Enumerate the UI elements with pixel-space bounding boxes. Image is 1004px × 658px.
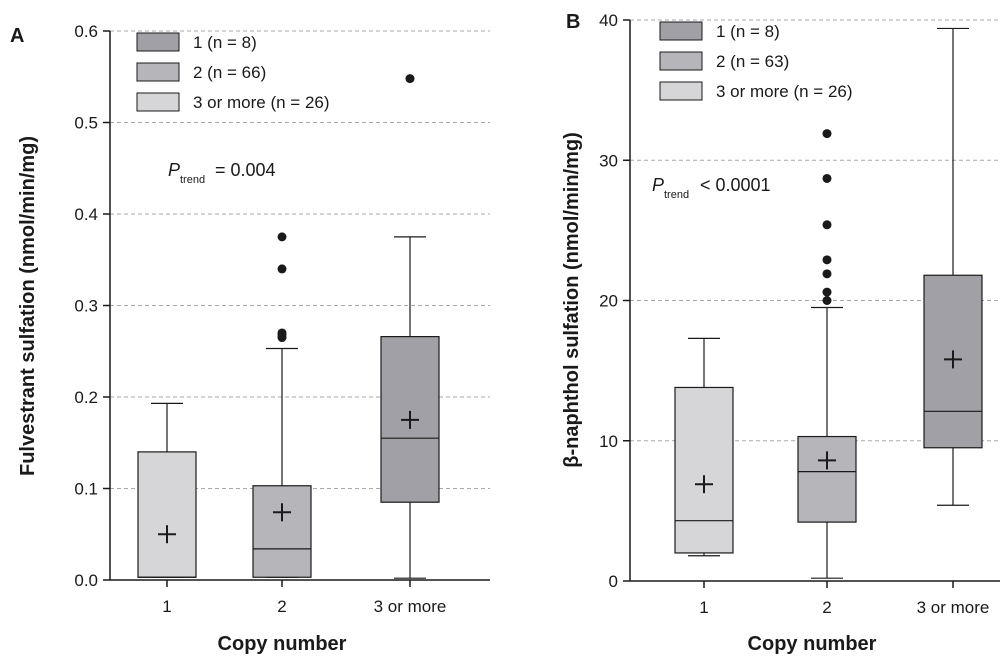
legend-a-swatch-2 <box>136 62 180 82</box>
outlier-point <box>277 264 287 274</box>
x-tick-label: 3 or more <box>374 597 447 616</box>
outlier-point <box>822 269 832 279</box>
panel-b-legend: 1 (n = 8) 2 (n = 63) 3 or more (n = 26) <box>659 21 853 101</box>
panel-b-y-axis-label: β-naphthol sulfation (nmol/min/mg) <box>561 132 583 468</box>
outlier-point <box>405 74 415 84</box>
panel-b-x-ticks: 1 2 3 or more <box>699 581 989 617</box>
panel-a-boxes <box>137 74 440 579</box>
y-tick-label: 0.0 <box>74 571 98 590</box>
panel-a-y-axis-label: Fulvestrant sulfation (nmol/min/mg) <box>17 136 39 476</box>
box-2 <box>797 129 857 579</box>
panel-a-p-subscript: trend <box>180 174 205 186</box>
x-tick-label: 1 <box>162 597 171 616</box>
panel-b-p-value: < 0.0001 <box>700 175 771 195</box>
legend-b-label-1: 1 (n = 8) <box>716 22 780 41</box>
panel-b-p-symbol: P <box>652 175 664 195</box>
panel-b-boxes <box>674 27 983 579</box>
iqr-box <box>674 386 734 554</box>
panel-b-y-ticks: 0 10 20 30 40 <box>599 11 630 591</box>
y-tick-label: 0.2 <box>74 388 98 407</box>
legend-b-swatch-1 <box>659 21 703 41</box>
panel-b: B 0 10 20 30 40 1 2 3 or more β-naphthol sulfa… <box>561 11 1000 655</box>
x-tick-label: 1 <box>699 598 708 617</box>
panel-a-p-value: = 0.004 <box>215 160 276 180</box>
legend-a-label-3: 3 or more (n = 26) <box>193 93 330 112</box>
panel-a-p-symbol: P <box>168 160 180 180</box>
box-1 <box>137 402 197 578</box>
panel-b-p-subscript: trend <box>664 189 689 201</box>
panel-a-p-trend: P trend = 0.004 <box>168 160 276 186</box>
panel-a-x-axis-label: Copy number <box>218 633 347 655</box>
iqr-box <box>252 485 312 578</box>
panel-a-legend: 1 (n = 8) 2 (n = 66) 3 or more (n = 26) <box>136 32 330 112</box>
panel-b-x-axis-label: Copy number <box>748 633 877 655</box>
y-tick-label: 0.4 <box>74 205 98 224</box>
outlier-point <box>822 129 832 139</box>
y-tick-label: 0.1 <box>74 480 98 499</box>
outlier-point <box>822 287 832 297</box>
panel-a-y-ticks: 0.0 0.1 0.2 0.3 0.4 0.5 0.6 <box>74 22 110 590</box>
iqr-box <box>797 435 857 523</box>
legend-a-label-1: 1 (n = 8) <box>193 33 257 52</box>
legend-b-swatch-3 <box>659 81 703 101</box>
outlier-point <box>822 255 832 265</box>
y-tick-label: 0 <box>609 572 618 591</box>
x-tick-label: 2 <box>277 597 286 616</box>
outlier-point <box>822 173 832 183</box>
y-tick-label: 20 <box>599 292 618 311</box>
box-3 <box>923 27 983 506</box>
legend-b-swatch-2 <box>659 51 703 71</box>
panel-a-letter: A <box>10 25 24 47</box>
outlier-point <box>277 232 287 242</box>
x-tick-label: 3 or more <box>917 598 990 617</box>
legend-a-label-2: 2 (n = 66) <box>193 63 266 82</box>
box-1 <box>674 337 734 557</box>
box-2 <box>252 232 312 578</box>
panel-b-letter: B <box>566 11 580 33</box>
y-tick-label: 10 <box>599 432 618 451</box>
legend-a-swatch-3 <box>136 92 180 112</box>
outlier-point <box>822 296 832 305</box>
y-tick-label: 40 <box>599 11 618 30</box>
panel-a: A 0.0 0.1 0.2 0.3 0.4 0.5 0.6 1 2 3 or more Fulv… <box>10 22 490 655</box>
box-3 <box>380 74 440 579</box>
iqr-box <box>137 451 197 578</box>
panel-a-x-ticks: 1 2 3 or more <box>162 580 446 616</box>
legend-b-label-2: 2 (n = 63) <box>716 52 789 71</box>
y-tick-label: 0.6 <box>74 22 98 41</box>
panel-b-p-trend: P trend < 0.0001 <box>652 175 771 201</box>
legend-a-swatch-1 <box>136 32 180 52</box>
y-tick-label: 30 <box>599 151 618 170</box>
y-tick-label: 0.5 <box>74 114 98 133</box>
legend-b-label-3: 3 or more (n = 26) <box>716 82 853 101</box>
x-tick-label: 2 <box>822 598 831 617</box>
outlier-point <box>822 220 832 230</box>
outlier-point <box>277 328 287 338</box>
y-tick-label: 0.3 <box>74 297 98 316</box>
